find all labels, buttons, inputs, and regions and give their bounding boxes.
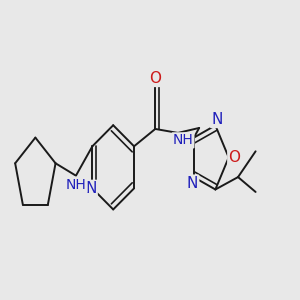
Text: N: N bbox=[85, 181, 97, 196]
Text: O: O bbox=[228, 150, 240, 165]
Text: N: N bbox=[211, 112, 223, 127]
Text: NH: NH bbox=[172, 133, 194, 147]
Text: O: O bbox=[149, 71, 161, 86]
Text: N: N bbox=[187, 176, 198, 191]
Text: NH: NH bbox=[66, 178, 86, 192]
